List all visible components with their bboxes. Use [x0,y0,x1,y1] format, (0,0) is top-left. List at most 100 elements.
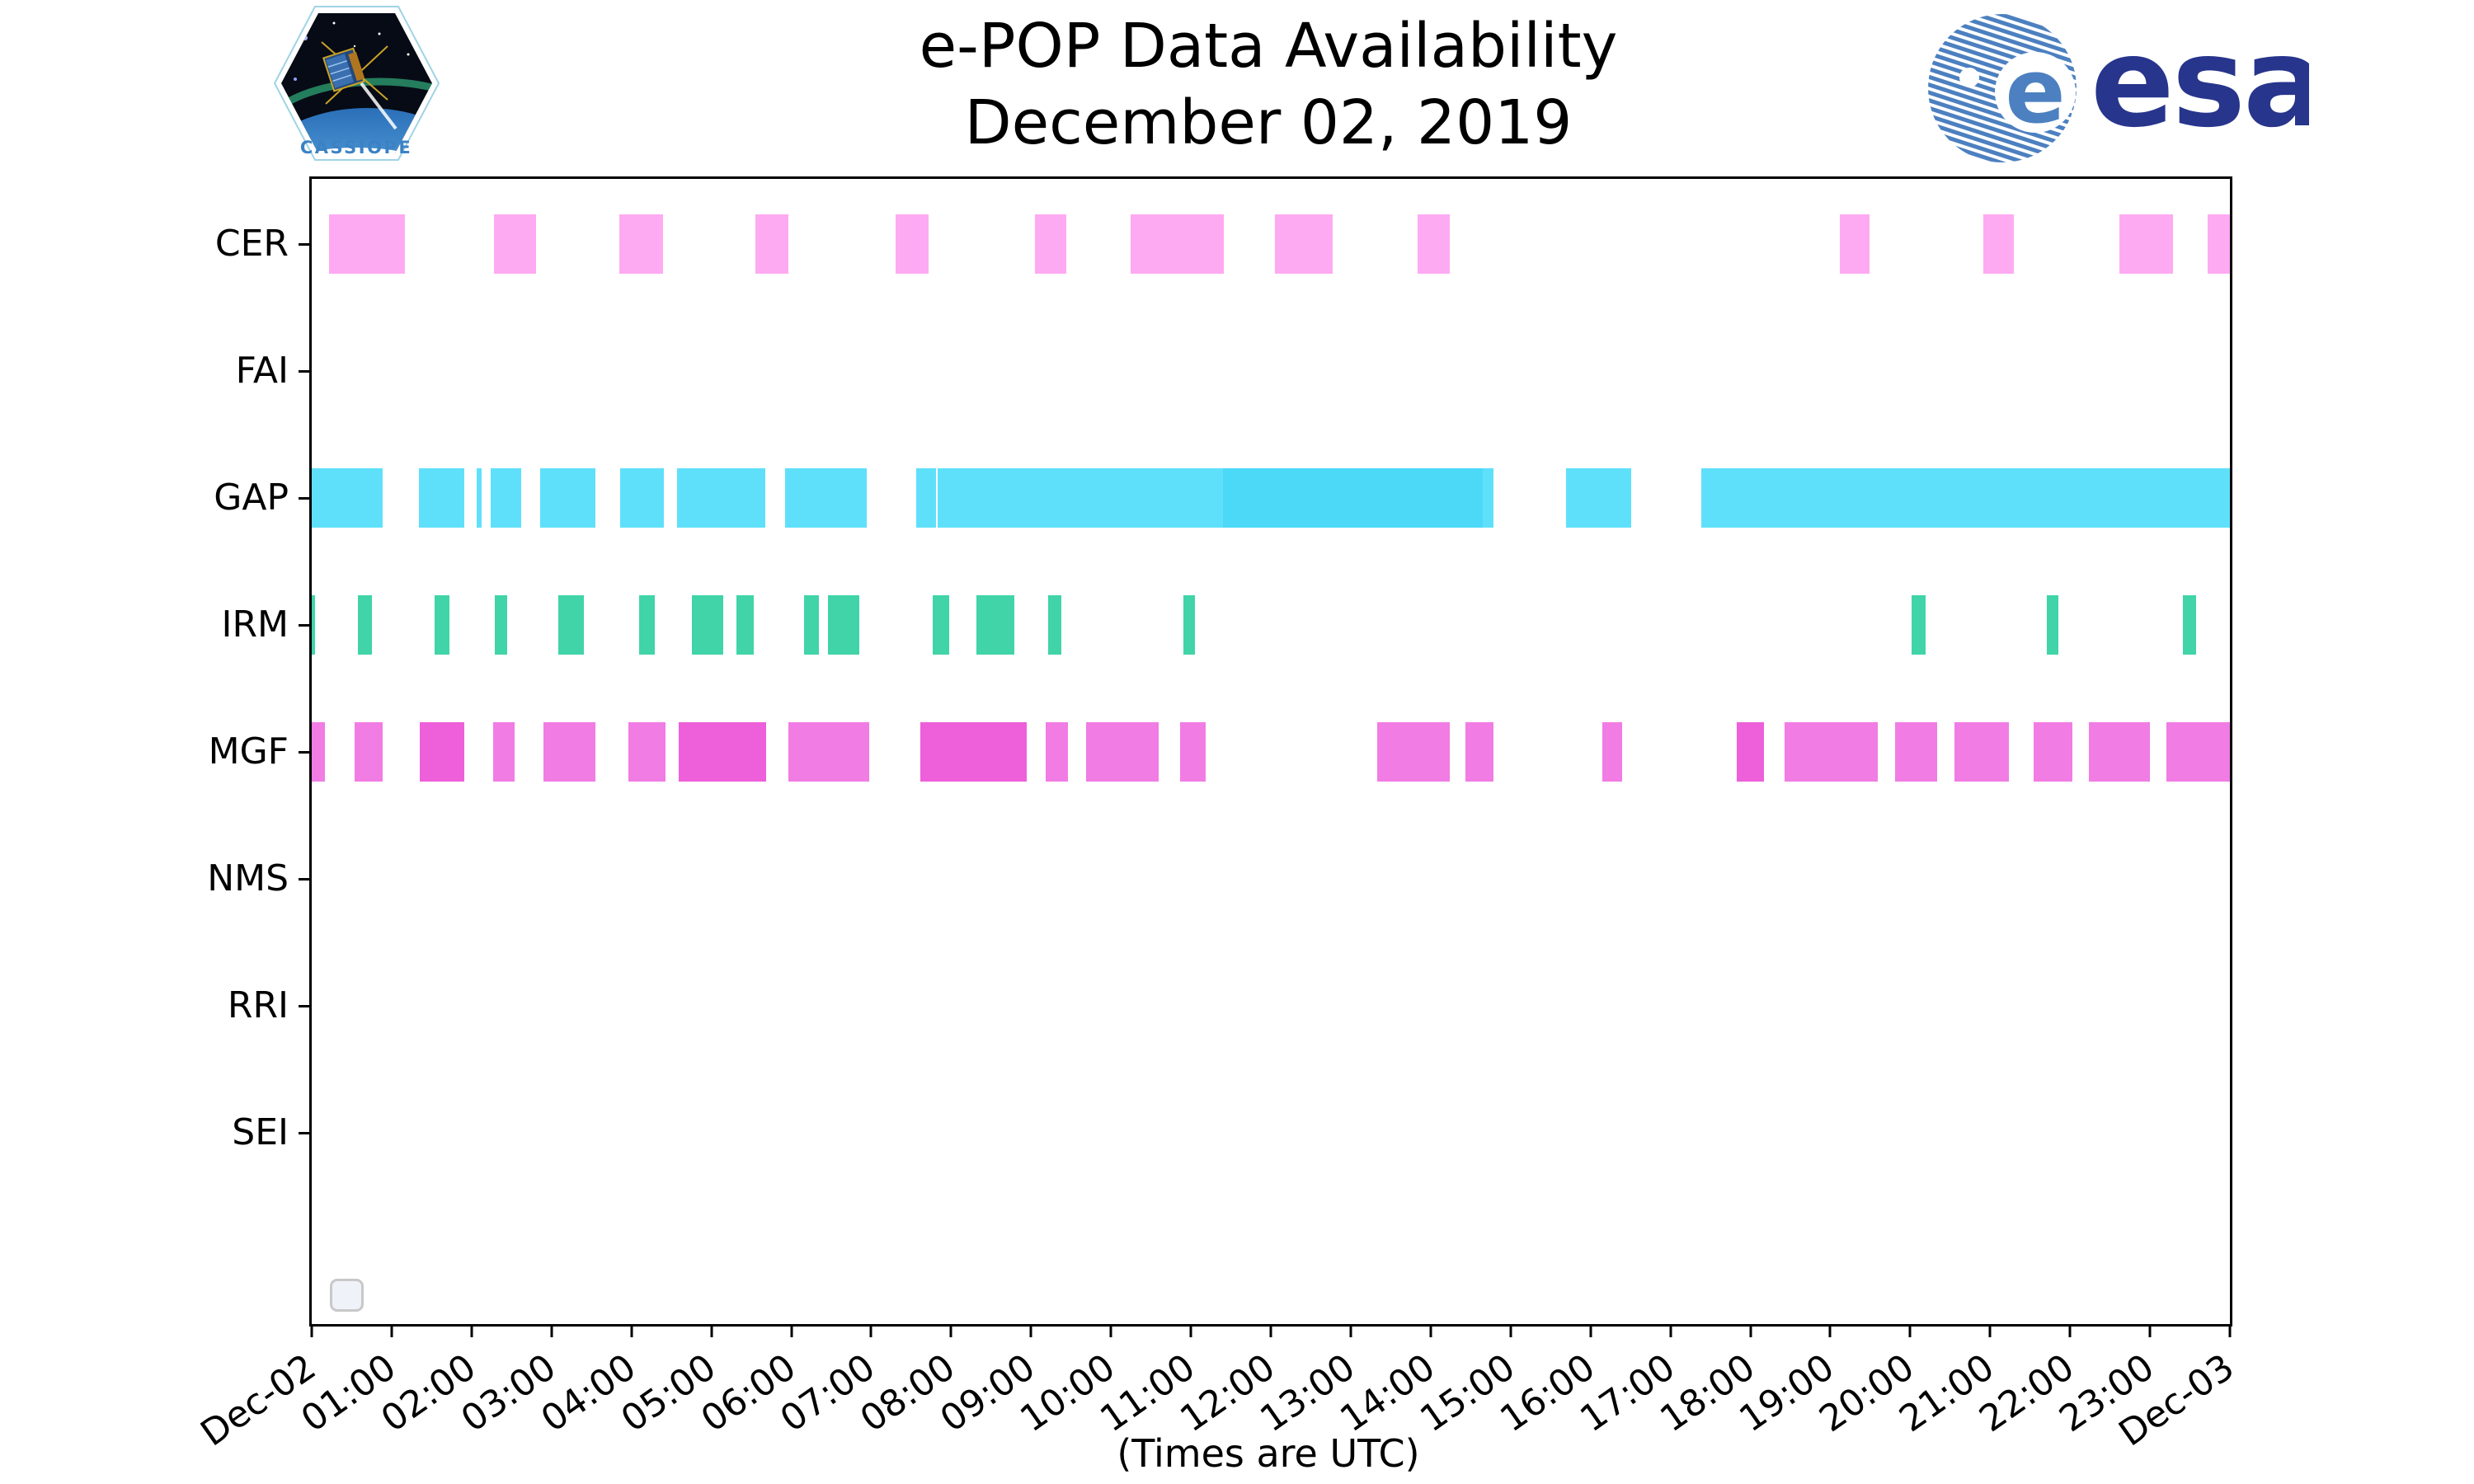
availability-bar-GAP [1565,468,1632,528]
availability-bar-CER [1418,214,1451,274]
availability-bar-MGF [1954,722,2010,782]
x-tick-07:00 [869,1324,872,1337]
availability-bar-GAP [620,468,665,528]
availability-bar-IRM [1912,595,1926,655]
x-tick-21:00 [1988,1324,1992,1337]
availability-bar-CER [1274,214,1333,274]
x-tick-Dec-03 [2228,1324,2232,1337]
empty-legend-box [330,1279,364,1312]
availability-bar-MGF [628,722,666,782]
availability-bar-MGF [788,722,870,782]
y-label-RRI: RRI [227,984,289,1026]
x-tick-02:00 [470,1324,473,1337]
availability-bar-IRM [558,595,585,655]
availability-bar-MGF [1180,722,1206,782]
esa-logo-icon: e esa [1928,12,2326,162]
availability-bar-MGF [1086,722,1159,782]
x-tick-14:00 [1429,1324,1432,1337]
availability-bar-MGF [312,722,326,782]
availability-bar-MGF [2033,722,2073,782]
availability-bar-IRM [804,595,820,655]
availability-bar-MGF [1045,722,1068,782]
availability-bar-IRM [494,595,508,655]
y-label-IRM: IRM [221,603,289,646]
availability-bar-MGF [543,722,596,782]
availability-bar-GAP [1701,468,2230,528]
availability-bar-CER [1982,214,2015,274]
availability-bar-IRM [435,595,449,655]
availability-bar-IRM [828,595,859,655]
availability-bar-IRM [2047,595,2058,655]
availability-bar-MGF [1465,722,1494,782]
availability-bar-GAP [1222,468,1483,528]
availability-bar-IRM [976,595,1014,655]
availability-bar-MGF [1376,722,1451,782]
y-tick-GAP [299,496,312,500]
y-tick-MGF [299,750,312,754]
y-label-NMS: NMS [207,857,289,899]
plot-area: CER FAI GAP IRM MGF NMS RRI SEI Dec-02 01:00 02:00… [193,176,2241,1455]
y-tick-CER [299,242,312,246]
x-tick-19:00 [1828,1324,1832,1337]
availability-bar-GAP [915,468,936,528]
esa-wordmark: esa [2091,12,2309,155]
x-tick-16:00 [1589,1324,1592,1337]
x-tick-22:00 [2068,1324,2072,1337]
y-tick-NMS [299,877,312,881]
availability-bar-CER [1840,214,1870,274]
availability-bar-MGF [355,722,383,782]
availability-bar-IRM [736,595,754,655]
availability-bar-MGF [1785,722,1878,782]
svg-text:e: e [2005,40,2065,143]
availability-bar-GAP [491,468,521,528]
availability-bar-GAP [418,468,465,528]
x-tick-11:00 [1189,1324,1192,1337]
availability-bar-CER [1035,214,1066,274]
x-tick-17:00 [1669,1324,1672,1337]
chart-title-line1: e-POP Data Availability [919,11,1618,82]
x-tick-13:00 [1349,1324,1352,1337]
cassiope-mission-patch-logo: CASSIOPE [272,5,441,165]
availability-bar-MGF [678,722,767,782]
availability-bar-IRM [1183,595,1195,655]
availability-bar-MGF [1602,722,1623,782]
x-tick-Dec-02 [310,1324,313,1337]
availability-bar-GAP [784,468,867,528]
y-label-GAP: GAP [214,477,289,519]
availability-bar-MGF [1737,722,1764,782]
availability-bar-GAP [312,468,383,528]
availability-bar-IRM [312,595,315,655]
x-tick-23:00 [2148,1324,2152,1337]
availability-bar-IRM [1047,595,1062,655]
availability-bar-CER [755,214,788,274]
availability-bar-MGF [419,722,465,782]
availability-bar-CER [619,214,664,274]
x-tick-12:00 [1269,1324,1272,1337]
availability-bar-CER [2207,214,2230,274]
x-tick-18:00 [1749,1324,1752,1337]
availability-bar-IRM [639,595,655,655]
availability-bar-GAP [540,468,596,528]
x-tick-15:00 [1509,1324,1512,1337]
availability-bar-IRM [692,595,724,655]
cassiope-patch-icon: CASSIOPE [273,6,440,161]
x-tick-01:00 [390,1324,393,1337]
x-tick-06:00 [790,1324,793,1337]
x-tick-20:00 [1908,1324,1912,1337]
availability-bar-GAP [676,468,765,528]
availability-bar-IRM [358,595,372,655]
availability-bar-IRM [2182,595,2197,655]
y-tick-SEI [299,1131,312,1134]
y-tick-FAI [299,369,312,373]
availability-bar-MGF [920,722,1028,782]
x-tick-04:00 [630,1324,633,1337]
availability-bar-CER [896,214,929,274]
y-label-FAI: FAI [235,350,289,392]
y-label-CER: CER [214,223,289,265]
esa-logo: e esa [1921,10,2326,170]
availability-bar-MGF [2089,722,2151,782]
x-tick-09:00 [1029,1324,1032,1337]
chart-title-line2: December 02, 2019 [964,87,1573,158]
x-tick-05:00 [710,1324,713,1337]
